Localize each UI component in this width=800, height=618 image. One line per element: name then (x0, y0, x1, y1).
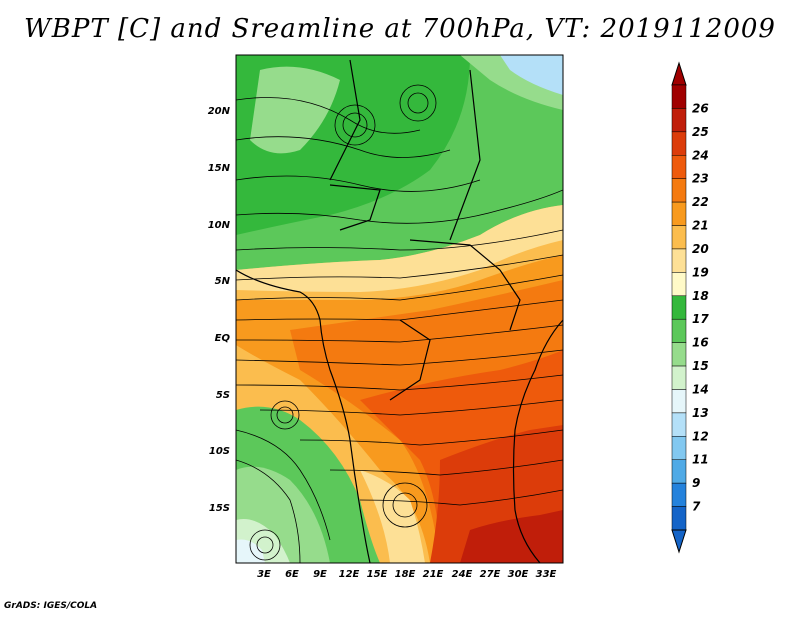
colorbar-swatch (671, 365, 687, 390)
colorbar-label: 16 (692, 336, 709, 350)
lon-label: 24E (452, 569, 473, 580)
colorbar-swatch (671, 131, 687, 156)
lat-label: 10S (209, 446, 230, 457)
colorbar-label: 9 (692, 476, 700, 490)
lon-label: 6E (285, 569, 299, 580)
colorbar-label: 7 (692, 500, 701, 514)
colorbar-label: 23 (692, 172, 709, 186)
colorbar-label: 18 (692, 289, 709, 303)
colorbar-swatch (671, 272, 687, 297)
lon-label: 27E (480, 569, 501, 580)
lon-label: 18E (395, 569, 416, 580)
colorbar-swatch (671, 412, 687, 437)
colorbar-label: 15 (692, 359, 709, 373)
colorbar-swatch (671, 84, 687, 109)
colorbar-swatch (671, 225, 687, 250)
colorbar-label: 13 (692, 406, 709, 420)
lon-label: 21E (423, 569, 444, 580)
colorbar-bottom-arrow (671, 529, 687, 554)
colorbar-swatch (671, 108, 687, 133)
colorbar-label: 19 (692, 265, 709, 279)
latitude-axis: 20N 15N 10N 5N EQ 5S 10S 15S (208, 106, 231, 514)
colorbar-swatch (671, 201, 687, 226)
map-title: WBPT [C] and Sreamline at 700hPa, VT: 20… (24, 14, 776, 44)
colorbar-swatch (671, 436, 687, 460)
colorbar-swatch (671, 459, 687, 484)
lon-label: 30E (508, 569, 529, 580)
colorbar: 26 25 24 23 22 21 20 19 18 17 16 15 14 13 12 11 9 7 (671, 61, 709, 554)
longitude-axis: 3E 6E 9E 12E 15E 18E 21E 24E 27E 30E 33E (257, 569, 556, 580)
colorbar-top-arrow (671, 61, 687, 86)
lat-label: 5N (215, 276, 231, 287)
colorbar-label: 20 (692, 242, 709, 256)
lat-label: 5S (216, 390, 230, 401)
colorbar-swatch (671, 342, 687, 367)
colorbar-swatch (671, 248, 687, 273)
colorbar-swatch (671, 389, 687, 414)
lat-label: 20N (208, 106, 231, 117)
lon-label: 15E (367, 569, 388, 580)
colorbar-label: 21 (692, 219, 709, 233)
colorbar-swatch (671, 295, 687, 320)
lon-label: 12E (339, 569, 360, 580)
lon-label: 9E (313, 569, 327, 580)
colorbar-label: 26 (692, 101, 709, 115)
colorbar-label: 14 (692, 382, 709, 396)
lat-label: 15S (209, 503, 230, 514)
colorbar-swatch (671, 178, 687, 203)
colorbar-label: 12 (692, 429, 709, 443)
lat-label: 15N (208, 163, 231, 174)
colorbar-label: 25 (692, 125, 709, 139)
footer-credit: GrADS: IGES/COLA (4, 601, 98, 611)
lon-label: 33E (536, 569, 557, 580)
colorbar-label: 17 (692, 312, 709, 326)
colorbar-swatch (671, 506, 687, 531)
colorbar-swatch (671, 318, 687, 343)
coastlines (236, 59, 563, 563)
map-frame (235, 54, 564, 564)
colorbar-swatch (671, 155, 687, 179)
colorbar-swatch (671, 482, 687, 507)
colorbar-label: 24 (692, 148, 709, 162)
lon-label: 3E (257, 569, 271, 580)
colorbar-label: 22 (692, 195, 709, 209)
lat-label: 10N (208, 220, 231, 231)
colorbar-label: 11 (692, 453, 709, 467)
wbpt-field (236, 55, 563, 563)
lat-label: EQ (215, 333, 231, 344)
